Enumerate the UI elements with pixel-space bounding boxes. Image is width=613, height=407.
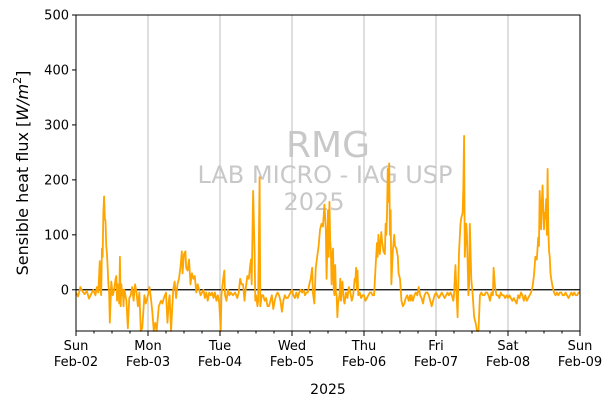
x-tick-label-date: Feb-04 — [198, 355, 242, 370]
x-axis-label: 2025 — [310, 382, 346, 398]
watermark: RMG LAB MICRO - IAG USP 2025 — [197, 125, 452, 216]
x-tick-label-date: Feb-02 — [54, 355, 98, 370]
x-tick-label-date: Feb-09 — [558, 355, 602, 370]
x-tick-label-day: Thu — [351, 339, 376, 354]
x-tick-label-day: Sat — [497, 339, 518, 354]
x-tick-label-date: Feb-03 — [126, 355, 170, 370]
x-tick-label-date: Feb-06 — [342, 355, 386, 370]
watermark-line2: LAB MICRO - IAG USP — [197, 161, 452, 189]
y-tick-label-200: 200 — [44, 173, 69, 188]
y-label-slash: / — [13, 98, 32, 107]
y-label-var: W — [13, 104, 32, 121]
y-tick-label-100: 100 — [44, 228, 69, 243]
x-tick-label-day: Sun — [64, 339, 89, 354]
watermark-line1: RMG — [286, 125, 370, 166]
y-label-close: ] — [13, 71, 32, 77]
y-axis: 0 100 200 300 400 500 — [44, 9, 76, 298]
x-tick-label-day: Mon — [134, 339, 161, 354]
y-axis-label: Sensible heat flux [W/m2] — [11, 71, 32, 276]
y-label-unit: m — [13, 84, 32, 100]
x-tick-label-day: Fri — [428, 339, 444, 354]
watermark-line3: 2025 — [283, 188, 344, 216]
y-tick-label-500: 500 — [44, 9, 69, 24]
y-tick-label-400: 400 — [44, 63, 69, 78]
x-tick-label-date: Feb-08 — [486, 355, 530, 370]
x-tick-label-day: Sun — [568, 339, 593, 354]
grid-lines — [147, 15, 509, 331]
y-tick-label-300: 300 — [44, 118, 69, 133]
x-tick-label-date: Feb-05 — [270, 355, 314, 370]
x-tick-label-day: Wed — [278, 339, 306, 354]
y-label-main: Sensible heat flux [ — [13, 121, 32, 276]
series-line — [75, 135, 580, 332]
y-tick-label-0: 0 — [61, 283, 69, 298]
x-tick-label-date: Feb-07 — [414, 355, 458, 370]
x-tick-label-day: Tue — [208, 339, 231, 354]
x-axis: SunFeb-02MonFeb-03TueFeb-04WedFeb-05ThuF… — [54, 331, 602, 370]
y-label-sup: 2 — [11, 77, 24, 84]
